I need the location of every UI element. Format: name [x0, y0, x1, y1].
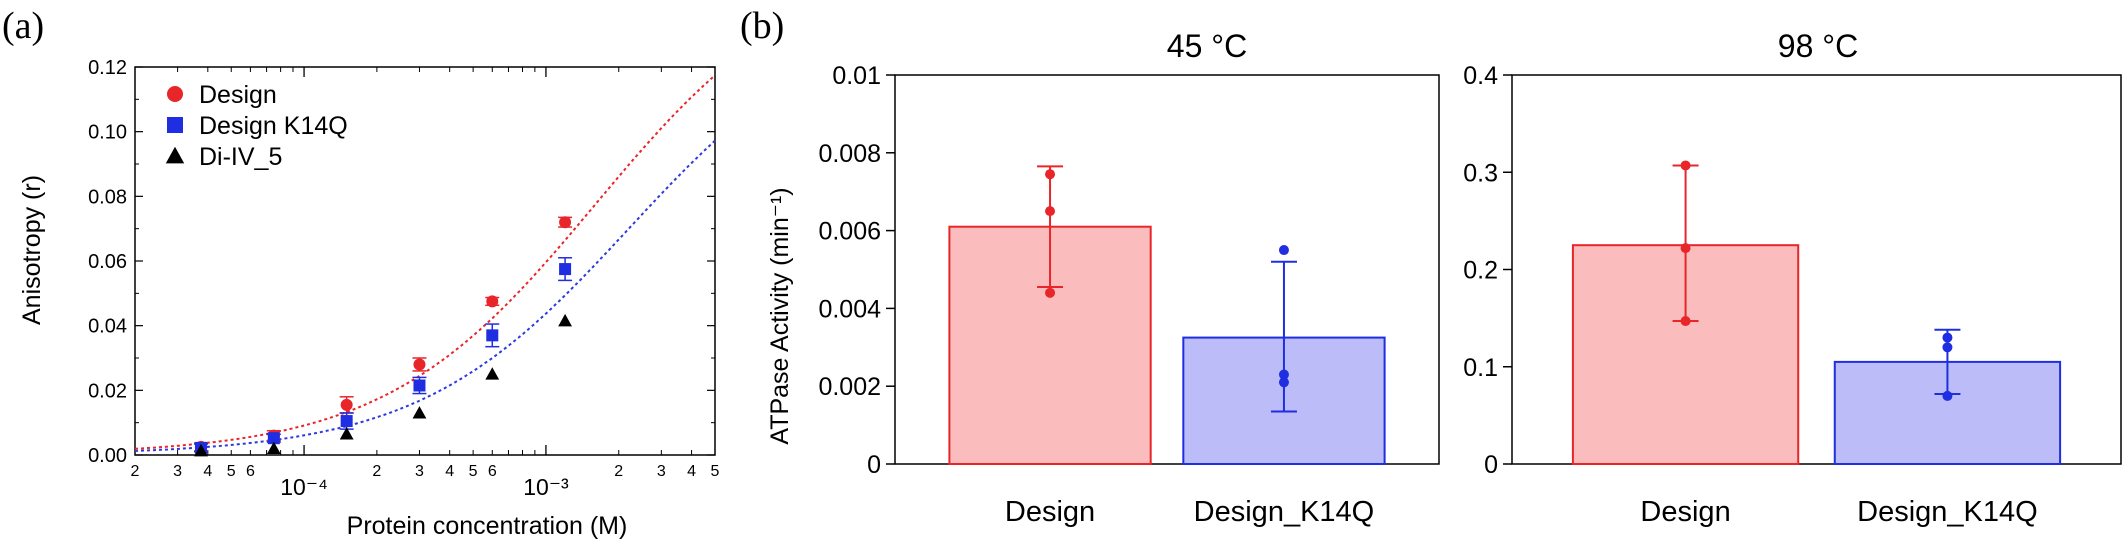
- data-point-2: [266, 441, 281, 455]
- y-axis-label: Anisotropy (r): [18, 175, 46, 325]
- x-minor-tick-label: 6: [246, 463, 255, 480]
- y-tick-label: 0.12: [88, 57, 127, 79]
- data-point-2: [485, 367, 500, 380]
- y-tick-label: 0.004: [818, 295, 881, 323]
- y-tick-label: 0.008: [818, 140, 881, 168]
- panel-label-b: (b): [740, 5, 784, 47]
- atpase-chart-45c: 45 °C ATPase Activity (min⁻¹) 0 0.002 0.00…: [766, 28, 1440, 528]
- panel-label-a: (a): [2, 5, 44, 47]
- data-point-2: [558, 313, 572, 327]
- y-tick-label: 0.00: [88, 445, 127, 467]
- data-point-1: [559, 263, 572, 276]
- chart-title-98c: 98 °C: [1778, 28, 1858, 64]
- legend-label-2: Di-IV_5: [199, 143, 282, 171]
- x-decade-label: 10⁻⁴: [280, 474, 328, 500]
- category-label-1: Design_K14Q: [1194, 496, 1375, 528]
- replicate-point: [1045, 206, 1056, 217]
- x-minor-tick-label: 2: [372, 463, 381, 480]
- y-tick-label: 0.01: [832, 62, 881, 90]
- x-minor-tick-label: 2: [614, 463, 623, 480]
- x-decade-label: 10⁻³: [523, 474, 569, 500]
- plot-frame: [894, 74, 1440, 465]
- y-tick-label: 0.3: [1463, 159, 1498, 187]
- data-point-1: [413, 379, 426, 392]
- x-minor-tick-label: 4: [687, 463, 696, 480]
- category-label-0: Design: [1640, 496, 1730, 528]
- y-tick-label: 0.2: [1463, 257, 1498, 285]
- replicate-point: [1278, 369, 1289, 380]
- replicate-point: [1942, 390, 1953, 401]
- data-point-0: [559, 216, 572, 229]
- category-label-1: Design_K14Q: [1857, 496, 2038, 528]
- replicate-point: [1278, 377, 1289, 388]
- replicate-point: [1680, 316, 1691, 327]
- y-tick-label: 0.04: [88, 316, 127, 338]
- legend-marker-0: [167, 86, 183, 102]
- x-minor-tick-label: 6: [488, 463, 497, 480]
- legend-label-1: Design K14Q: [199, 112, 348, 140]
- data-point-0: [340, 398, 353, 411]
- data-point-2: [194, 443, 208, 457]
- y-axis-label-atpase: ATPase Activity (min⁻¹): [766, 187, 794, 444]
- y-tick-label: 0.02: [88, 380, 127, 402]
- y-tick-label: 0.1: [1463, 354, 1498, 382]
- y-tick-label: 0.4: [1463, 62, 1498, 90]
- data-point-1: [340, 415, 353, 428]
- replicate-point: [1942, 332, 1953, 343]
- x-minor-tick-label: 3: [657, 463, 666, 480]
- x-minor-tick-label: 4: [203, 463, 212, 480]
- fit-curve-1: [134, 139, 716, 452]
- legend-marker-1: [167, 117, 183, 133]
- anisotropy-chart: Protein concentration (M) Anisotropy (r)…: [18, 57, 720, 540]
- y-tick-label: 0.06: [88, 251, 127, 273]
- legend-label-0: Design: [199, 81, 277, 109]
- replicate-point: [1045, 287, 1056, 298]
- data-point-2: [412, 406, 427, 419]
- y-tick-label: 0.08: [88, 186, 127, 208]
- y-tick-label: 0.006: [818, 218, 881, 246]
- x-minor-tick-label: 4: [445, 463, 454, 480]
- x-minor-tick-label: 2: [131, 463, 140, 480]
- y-tick-label: 0.10: [88, 122, 127, 144]
- replicate-point: [1942, 342, 1953, 353]
- replicate-point: [1680, 243, 1691, 254]
- y-tick-label: 0: [867, 451, 881, 479]
- fit-curve-0: [134, 74, 716, 450]
- replicate-point: [1278, 245, 1289, 256]
- data-point-0: [486, 295, 499, 308]
- x-axis-label: Protein concentration (M): [347, 512, 628, 540]
- data-point-1: [486, 329, 499, 342]
- y-tick-label: 0: [1484, 451, 1498, 479]
- legend-marker-2: [165, 146, 185, 164]
- x-minor-tick-label: 5: [711, 463, 720, 480]
- chart-title-45c: 45 °C: [1167, 28, 1247, 64]
- data-point-1: [267, 432, 280, 445]
- replicate-point: [1680, 160, 1691, 171]
- x-minor-tick-label: 5: [469, 463, 478, 480]
- y-tick-label: 0.002: [818, 373, 881, 401]
- x-minor-tick-label: 3: [173, 463, 182, 480]
- category-label-0: Design: [1005, 496, 1095, 528]
- data-point-0: [413, 358, 426, 371]
- replicate-point: [1045, 169, 1056, 180]
- atpase-chart-98c: 98 °C 0 0.1 0.2 0.3 0.4 Design Design_K14Q: [1463, 28, 2122, 528]
- x-minor-tick-label: 3: [415, 463, 424, 480]
- data-point-2: [339, 427, 354, 440]
- x-minor-tick-label: 5: [227, 463, 236, 480]
